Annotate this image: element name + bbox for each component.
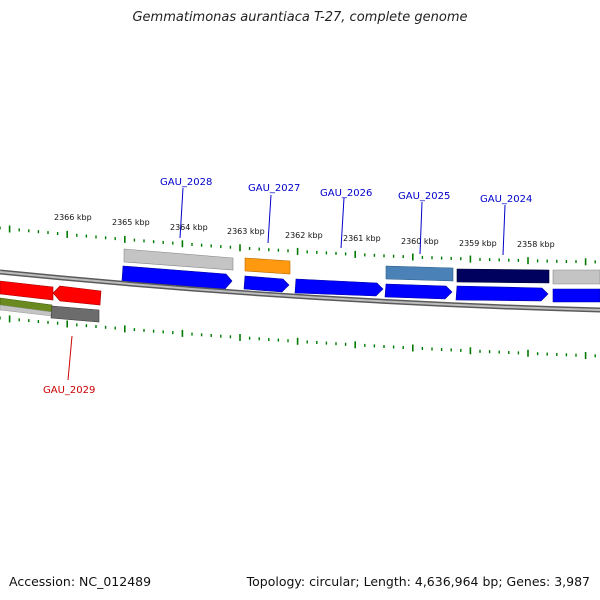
cds-arrow-gau-2025 — [384, 283, 453, 300]
leader-line-gau-2029 — [67, 335, 73, 381]
leader-line-gau-2027 — [267, 194, 272, 244]
map-title: Gemmatimonas aurantiaca T-27, complete g… — [132, 10, 468, 25]
ruler-label-2360: 2360 kbp — [401, 237, 439, 246]
gene-label-gau-2029[interactable]: GAU_2029 — [43, 385, 95, 396]
feature-grey-upper-2 — [552, 269, 600, 285]
leader-line-gau-2028 — [179, 187, 184, 239]
feature-dark-grey — [50, 305, 100, 323]
inner-tick-marks — [0, 315, 596, 359]
feature-steel-blue — [385, 265, 454, 282]
genome-backbone-highlight — [0, 271, 600, 311]
gene-label-gau-2026[interactable]: GAU_2026 — [320, 188, 372, 199]
leader-line-gau-2024 — [502, 204, 506, 256]
ruler-label-2366: 2366 kbp — [54, 213, 92, 222]
cds-arrow-right-edge — [552, 288, 600, 303]
ruler-label-2358: 2358 kbp — [517, 240, 555, 249]
cds-arrow-gau-2026 — [294, 278, 384, 297]
gene-label-gau-2027[interactable]: GAU_2027 — [248, 183, 300, 194]
ruler-label-2361: 2361 kbp — [343, 234, 381, 243]
ruler-labels: 2366 kbp 2365 kbp 2364 kbp 2363 kbp 2362… — [54, 213, 555, 249]
feature-navy — [456, 268, 550, 284]
accession-text: Accession: NC_012489 — [9, 574, 152, 589]
cds-arrow-gau-2028 — [121, 265, 233, 290]
ruler-label-2362: 2362 kbp — [285, 231, 323, 240]
cds-arrow-gau-2024 — [455, 285, 549, 302]
ruler-label-2365: 2365 kbp — [112, 218, 150, 227]
gene-label-gau-2028[interactable]: GAU_2028 — [160, 177, 212, 188]
cds-arrow-gau-2027 — [243, 275, 290, 293]
gene-label-gau-2025[interactable]: GAU_2025 — [398, 191, 450, 202]
leader-line-gau-2025 — [419, 201, 423, 255]
cds-arrow-gau-2029 — [52, 285, 102, 306]
leader-line-gau-2026 — [340, 197, 345, 249]
cds-arrow-reverse-left — [0, 280, 54, 301]
ruler-label-2364: 2364 kbp — [170, 223, 208, 232]
feature-grey-upper-1 — [123, 248, 234, 271]
outer-tick-marks — [0, 225, 596, 266]
ruler-label-2363: 2363 kbp — [227, 227, 265, 236]
ruler-label-2359: 2359 kbp — [459, 239, 497, 248]
gene-label-gau-2024[interactable]: GAU_2024 — [480, 194, 532, 205]
feature-orange — [244, 257, 291, 275]
genome-summary-text: Topology: circular; Length: 4,636,964 bp… — [246, 574, 590, 589]
